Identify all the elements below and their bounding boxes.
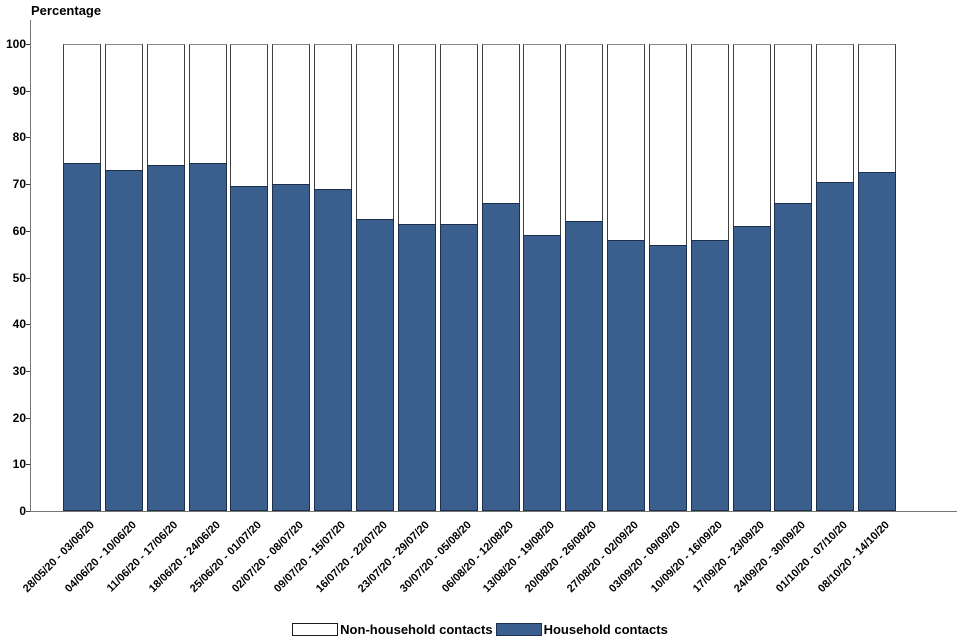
x-tick-label: 25/06/20 - 01/07/20 [187, 519, 264, 595]
x-tick-label: 09/07/20 - 15/07/20 [271, 519, 348, 595]
bar-household-segment [356, 219, 394, 511]
y-tick-label: 20 [12, 411, 26, 425]
y-tick-label: 0 [19, 504, 26, 518]
y-tick-label: 10 [12, 457, 26, 471]
y-tick-label: 80 [12, 130, 26, 144]
y-tick-mark [26, 464, 30, 465]
bar-household-segment [733, 226, 771, 511]
x-tick-label: 16/07/20 - 22/07/20 [313, 519, 390, 595]
bar-household-segment [63, 163, 101, 511]
bar-household-segment [272, 184, 310, 511]
bar-household-segment [774, 203, 812, 511]
y-tick-mark [26, 511, 30, 512]
legend-swatch-non-household [292, 623, 339, 636]
x-tick-label: 30/07/20 - 05/08/20 [397, 519, 474, 595]
x-tick-label: 18/06/20 - 24/06/20 [146, 519, 223, 595]
y-tick-mark [26, 184, 30, 185]
bar-household-segment [230, 186, 268, 511]
y-tick-label: 100 [5, 37, 26, 51]
legend-label-household: Household contacts [543, 622, 668, 637]
x-tick-label: 01/10/20 - 07/10/20 [773, 519, 850, 595]
y-tick-label: 60 [12, 224, 26, 238]
bar-household-segment [398, 224, 436, 511]
y-tick-mark [26, 44, 30, 45]
bar-household-segment [147, 165, 185, 511]
x-tick-label: 23/07/20 - 29/07/20 [355, 519, 432, 595]
y-tick-label: 70 [12, 177, 26, 191]
bar-household-segment [565, 221, 603, 511]
bar-household-segment [105, 170, 143, 511]
y-tick-mark [26, 231, 30, 232]
x-tick-label: 02/07/20 - 08/07/20 [229, 519, 306, 595]
bar-household-segment [607, 240, 645, 511]
x-tick-label: 28/05/20 - 03/06/20 [20, 519, 97, 595]
x-tick-label: 10/09/20 - 16/09/20 [648, 519, 725, 595]
x-tick-label: 13/08/20 - 19/08/20 [480, 519, 557, 595]
y-axis-line [30, 20, 31, 512]
y-tick-label: 50 [12, 271, 26, 285]
x-tick-label: 06/08/20 - 12/08/20 [439, 519, 516, 595]
y-tick-label: 30 [12, 364, 26, 378]
bar-household-segment [649, 245, 687, 511]
x-tick-label: 24/09/20 - 30/09/20 [731, 519, 808, 595]
x-tick-label: 20/08/20 - 26/08/20 [522, 519, 599, 595]
bar-household-segment [523, 235, 561, 511]
bar-household-segment [816, 182, 854, 511]
bar-household-segment [440, 224, 478, 511]
y-tick-label: 40 [12, 317, 26, 331]
y-tick-mark [26, 91, 30, 92]
y-tick-label: 90 [12, 84, 26, 98]
y-tick-mark [26, 324, 30, 325]
x-tick-label: 27/08/20 - 02/09/20 [564, 519, 641, 595]
bar-household-segment [314, 189, 352, 511]
bar-household-segment [189, 163, 227, 511]
x-axis-line [30, 511, 957, 512]
x-tick-label: 11/06/20 - 17/06/20 [104, 519, 181, 595]
legend: Non-household contacts Household contacts [0, 622, 960, 637]
y-tick-mark [26, 137, 30, 138]
bar-household-segment [691, 240, 729, 511]
bar-household-segment [482, 203, 520, 511]
legend-label-non-household: Non-household contacts [340, 622, 493, 637]
legend-swatch-household [495, 623, 542, 636]
x-tick-label: 04/06/20 - 10/06/20 [62, 519, 139, 595]
bar-household-segment [858, 172, 896, 511]
y-tick-mark [26, 371, 30, 372]
x-tick-label: 17/09/20 - 23/09/20 [690, 519, 767, 595]
y-tick-mark [26, 418, 30, 419]
x-tick-label: 03/09/20 - 09/09/20 [606, 519, 683, 595]
y-axis-title: Percentage [31, 3, 102, 18]
y-tick-mark [26, 278, 30, 279]
x-tick-label: 08/10/20 - 14/10/20 [815, 519, 892, 595]
